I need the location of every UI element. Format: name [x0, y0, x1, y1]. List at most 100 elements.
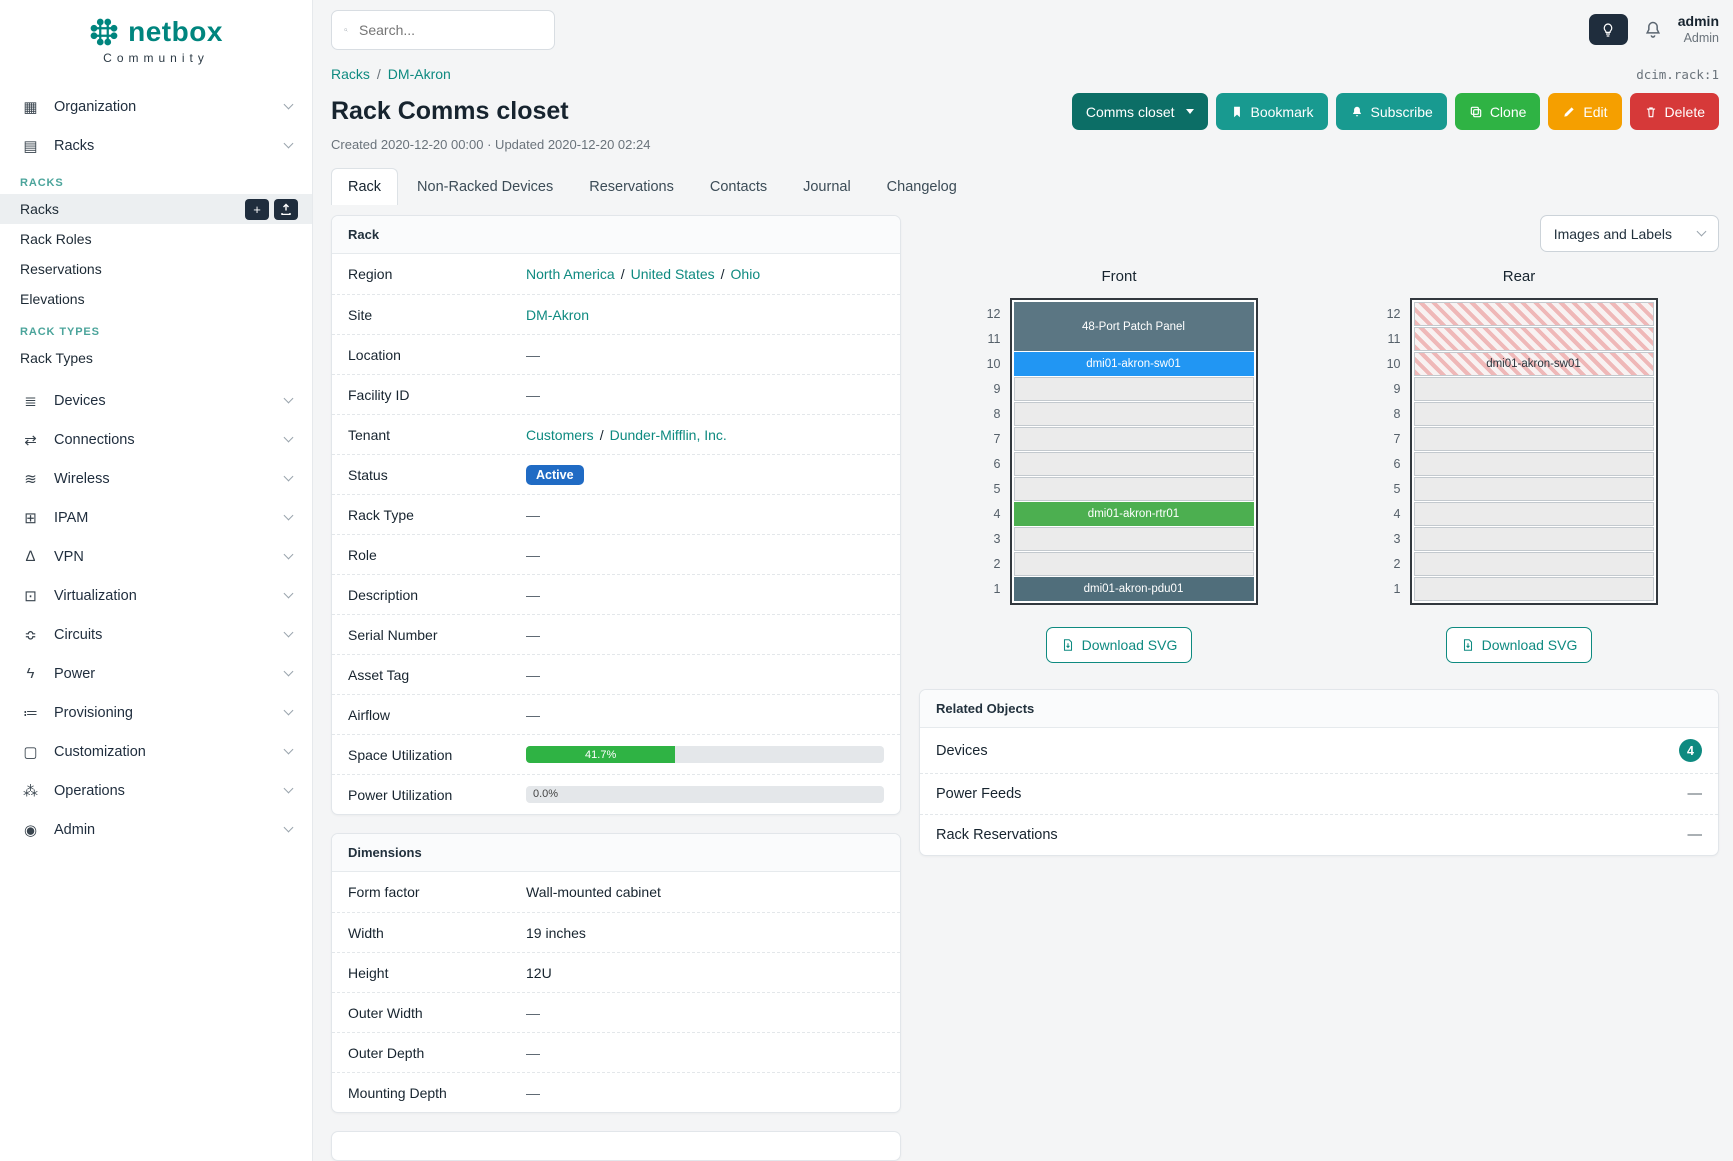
subnav-item-racks[interactable]: Racks +: [0, 194, 312, 224]
rack-slot-occupied[interactable]: [1413, 327, 1654, 351]
tab-journal[interactable]: Journal: [803, 179, 851, 195]
user-block[interactable]: admin Admin: [1678, 13, 1719, 46]
sidebar-item-label: VPN: [54, 548, 84, 565]
subnav-item-elevations[interactable]: Elevations: [0, 284, 312, 314]
tab-reservations[interactable]: Reservations: [589, 179, 674, 195]
subnav-item-rack-types[interactable]: Rack Types: [0, 343, 312, 373]
sidebar-item-label: Provisioning: [54, 704, 133, 721]
attr-row-description: Description —: [332, 574, 900, 614]
tab-changelog[interactable]: Changelog: [886, 179, 957, 195]
rack-slot-empty[interactable]: [1413, 377, 1654, 401]
sidebar-item-vpn[interactable]: ∆ VPN: [0, 537, 312, 576]
rack-slot-empty[interactable]: [1413, 477, 1654, 501]
attr-label: Region: [348, 266, 393, 282]
rack-slot-empty[interactable]: [1013, 552, 1254, 576]
related-row-value: —: [1687, 786, 1703, 802]
attr-row-asset-tag: Asset Tag —: [332, 654, 900, 694]
sidebar-item-provisioning[interactable]: ≔ Provisioning: [0, 693, 312, 732]
sidebar-item-circuits[interactable]: ≎ Circuits: [0, 615, 312, 654]
tenant-group-link[interactable]: Customers: [526, 426, 594, 443]
sidebar-item-organization[interactable]: ▦ Organization: [0, 87, 312, 126]
rack-slot-empty[interactable]: [1013, 377, 1254, 401]
rack-slot-empty[interactable]: [1013, 402, 1254, 426]
sidebar-item-label: Organization: [54, 98, 137, 115]
rack-device-rtr01[interactable]: dmi01-akron-rtr01: [1013, 502, 1254, 526]
sidebar-item-devices[interactable]: ≣ Devices: [0, 381, 312, 420]
rack-select-dropdown[interactable]: Comms closet: [1071, 93, 1208, 130]
rack-slot-empty[interactable]: [1413, 577, 1654, 601]
edit-button[interactable]: Edit: [1548, 93, 1622, 130]
attr-label: Serial Number: [348, 626, 438, 643]
download-svg-front-button[interactable]: Download SVG: [1045, 627, 1193, 663]
clone-button[interactable]: Clone: [1454, 93, 1541, 130]
elevation-view-select[interactable]: Images and Labels: [1539, 215, 1719, 252]
attr-value-text: 12U: [526, 964, 552, 981]
rack-device-pdu01[interactable]: dmi01-akron-pdu01: [1013, 577, 1254, 601]
rack-slot-empty[interactable]: [1013, 527, 1254, 551]
rear-elevation-title: Rear: [1502, 268, 1536, 285]
related-row-devices[interactable]: Devices 4: [920, 728, 1718, 773]
rack-slot-empty[interactable]: [1413, 402, 1654, 426]
sidebar-item-power[interactable]: ϟ Power: [0, 654, 312, 693]
related-row-rack-reservations[interactable]: Rack Reservations —: [920, 814, 1718, 855]
add-rack-button[interactable]: +: [245, 198, 269, 220]
brand-tagline: Community: [103, 51, 209, 65]
sidebar-item-customization[interactable]: ▢ Customization: [0, 732, 312, 771]
subnav-item-reservations[interactable]: Reservations: [0, 254, 312, 284]
rack-device-sw01-rear[interactable]: dmi01-akron-sw01: [1413, 352, 1654, 376]
attr-row-facility-id: Facility ID —: [332, 374, 900, 414]
notifications-button[interactable]: [1643, 20, 1663, 40]
search-input[interactable]: [357, 20, 542, 39]
sidebar-item-virtualization[interactable]: ⊡ Virtualization: [0, 576, 312, 615]
tab-rack[interactable]: Rack: [331, 168, 399, 205]
theme-toggle-button[interactable]: [1588, 14, 1628, 46]
sidebar-item-racks[interactable]: ▤ Racks: [0, 126, 312, 165]
site-link[interactable]: DM-Akron: [526, 306, 590, 323]
breadcrumb-site-link[interactable]: DM-Akron: [387, 66, 451, 83]
netbox-logo-icon: [90, 18, 118, 46]
download-svg-rear-button[interactable]: Download SVG: [1445, 627, 1593, 663]
breadcrumb-racks-link[interactable]: Racks: [331, 66, 370, 83]
rack-slot-empty[interactable]: [1413, 552, 1654, 576]
sidebar-item-wireless[interactable]: ≋ Wireless: [0, 459, 312, 498]
rack-slot-occupied[interactable]: [1413, 302, 1654, 326]
delete-button[interactable]: Delete: [1629, 93, 1719, 130]
tenant-link[interactable]: Dunder-Mifflin, Inc.: [609, 426, 727, 443]
sidebar-item-admin[interactable]: ◉ Admin: [0, 810, 312, 849]
rack-slot-empty[interactable]: [1413, 502, 1654, 526]
sidebar-item-label: Connections: [54, 431, 135, 448]
bookmark-button[interactable]: Bookmark: [1215, 93, 1328, 130]
tab-non-racked-devices[interactable]: Non-Racked Devices: [417, 179, 554, 195]
region-link[interactable]: North America: [526, 266, 615, 282]
subscribe-button[interactable]: Subscribe: [1335, 93, 1447, 130]
brand-name[interactable]: netbox: [128, 16, 223, 47]
attr-row-airflow: Airflow —: [332, 694, 900, 734]
front-elevation: Front 12 11 10 9 8 7 6 5 4 3: [919, 268, 1319, 663]
sidebar-item-operations[interactable]: ⁂ Operations: [0, 771, 312, 810]
rack-device-sw01[interactable]: dmi01-akron-sw01: [1013, 352, 1254, 376]
rack-slot-empty[interactable]: [1413, 427, 1654, 451]
rack-slot-empty[interactable]: [1413, 452, 1654, 476]
sidebar-item-label: Power: [54, 665, 96, 682]
front-rack: 48-Port Patch Panel dmi01-akron-sw01 dmi…: [1009, 298, 1258, 605]
region-link[interactable]: Ohio: [730, 266, 761, 282]
devices-icon: ≣: [24, 392, 37, 410]
rack-device-patch-panel[interactable]: 48-Port Patch Panel: [1013, 302, 1254, 351]
import-racks-button[interactable]: [274, 198, 298, 220]
region-link[interactable]: United States: [630, 266, 715, 282]
rack-slot-empty[interactable]: [1413, 527, 1654, 551]
related-row-power-feeds[interactable]: Power Feeds —: [920, 773, 1718, 814]
chevron-down-icon: [1696, 226, 1707, 237]
sidebar-item-ipam[interactable]: ⊞ IPAM: [0, 498, 312, 537]
rack-slot-empty[interactable]: [1013, 427, 1254, 451]
chevron-down-icon: [283, 627, 294, 638]
search-box[interactable]: [331, 9, 555, 50]
tab-contacts[interactable]: Contacts: [709, 179, 768, 195]
rack-slot-empty[interactable]: [1013, 477, 1254, 501]
dimensions-card: Dimensions Form factor Wall-mounted cabi…: [331, 833, 901, 1113]
vpn-icon: ∆: [25, 548, 36, 565]
sidebar-item-connections[interactable]: ⇄ Connections: [0, 420, 312, 459]
devices-count-badge: 4: [1679, 739, 1702, 762]
subnav-item-rack-roles[interactable]: Rack Roles: [0, 224, 312, 254]
rack-slot-empty[interactable]: [1013, 452, 1254, 476]
